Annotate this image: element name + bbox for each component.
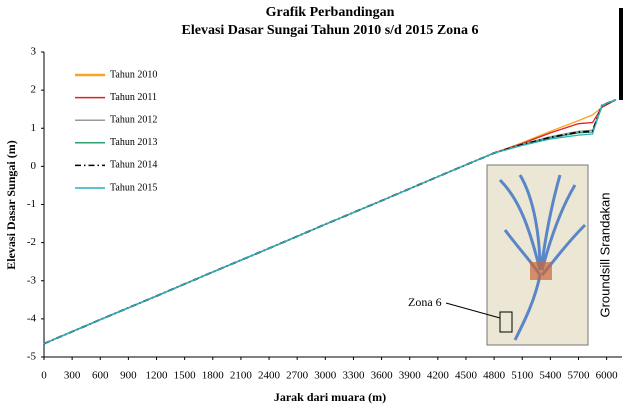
x-tick-label: 5700 bbox=[567, 370, 590, 382]
x-tick-label: 5400 bbox=[539, 370, 562, 382]
x-tick-label: 4800 bbox=[483, 370, 506, 382]
x-tick-label: 5100 bbox=[511, 370, 534, 382]
legend-label: Tahun 2011 bbox=[110, 92, 157, 103]
map-city bbox=[530, 262, 552, 280]
legend-label: Tahun 2010 bbox=[110, 69, 157, 80]
chart-title: Grafik Perbandingan bbox=[266, 5, 395, 20]
x-tick-label: 6000 bbox=[596, 370, 619, 382]
zona-label: Zona 6 bbox=[408, 295, 442, 309]
map-inset bbox=[487, 165, 588, 345]
chart: Grafik Perbandingan Elevasi Dasar Sungai… bbox=[0, 0, 628, 409]
x-tick-label: 2100 bbox=[230, 370, 253, 382]
y-tick-label: -4 bbox=[27, 312, 37, 324]
x-tick-label: 2400 bbox=[258, 370, 281, 382]
x-tick-label: 3300 bbox=[342, 370, 365, 382]
y-tick-label: -3 bbox=[27, 274, 37, 286]
x-tick-label: 3600 bbox=[371, 370, 394, 382]
y-tick-label: 0 bbox=[31, 160, 37, 172]
x-tick-label: 4500 bbox=[455, 370, 478, 382]
y-tick-label: -1 bbox=[27, 198, 36, 210]
legend-label: Tahun 2014 bbox=[110, 160, 157, 171]
groundsill-label: Groundsill Srandakan bbox=[597, 192, 612, 317]
x-tick-label: 900 bbox=[120, 370, 137, 382]
x-tick-label: 3000 bbox=[314, 370, 337, 382]
y-tick-label: 2 bbox=[31, 84, 37, 96]
x-tick-label: 3900 bbox=[399, 370, 422, 382]
legend-label: Tahun 2012 bbox=[110, 114, 157, 125]
chart-subtitle: Elevasi Dasar Sungai Tahun 2010 s/d 2015… bbox=[182, 23, 479, 38]
y-tick-label: 1 bbox=[31, 122, 37, 134]
y-tick-label: -5 bbox=[27, 351, 37, 363]
x-tick-label: 600 bbox=[92, 370, 109, 382]
x-tick-label: 4200 bbox=[427, 370, 450, 382]
x-tick-label: 0 bbox=[41, 370, 47, 382]
legend-label: Tahun 2015 bbox=[110, 182, 157, 193]
x-tick-label: 1800 bbox=[202, 370, 225, 382]
x-tick-label: 1200 bbox=[146, 370, 169, 382]
x-axis-label: Jarak dari muara (m) bbox=[274, 390, 386, 404]
legend-label: Tahun 2013 bbox=[110, 137, 157, 148]
x-tick-label: 2700 bbox=[286, 370, 309, 382]
x-tick-label: 300 bbox=[64, 370, 81, 382]
x-tick-label: 1500 bbox=[174, 370, 197, 382]
y-tick-label: 3 bbox=[31, 46, 37, 58]
y-axis-label: Elevasi Dasar Sungai (m) bbox=[4, 140, 18, 269]
y-tick-label: -2 bbox=[27, 236, 36, 248]
